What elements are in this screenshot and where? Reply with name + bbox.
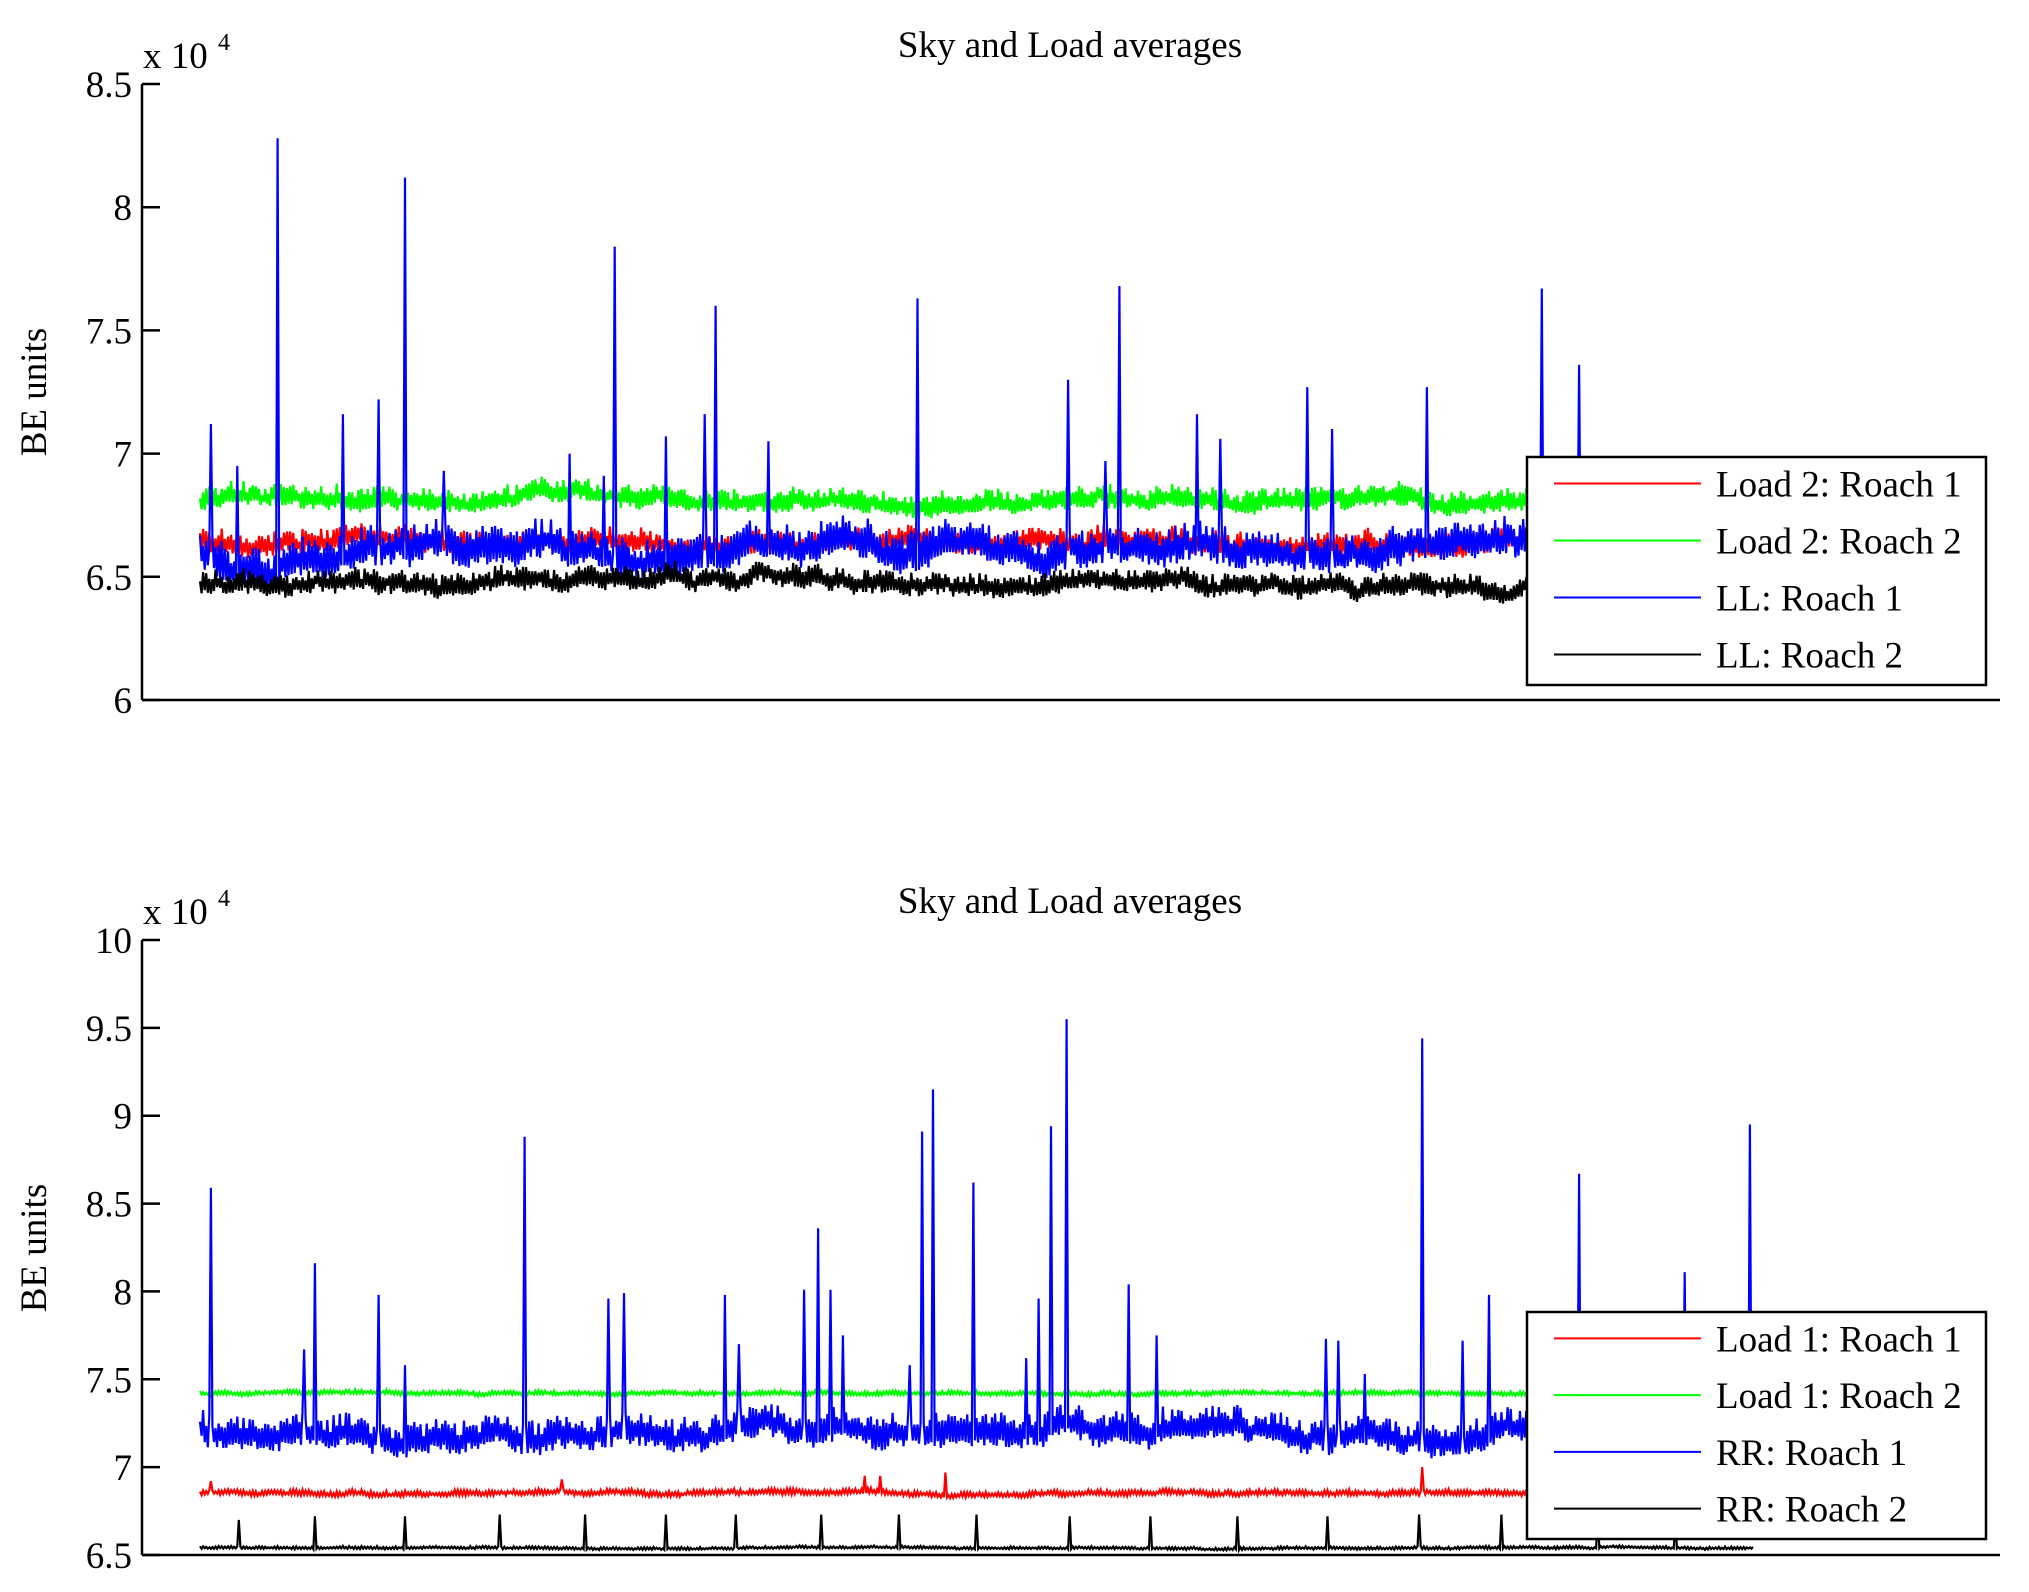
legend: Load 1: Roach 1 Load 1: Roach 2 RR: Roach …: [1525, 1310, 1988, 1541]
series-layer: [198, 138, 1755, 604]
y-tick-label: 6.5: [86, 1536, 132, 1577]
subplot-title: Sky and Load averages: [898, 881, 1242, 922]
subplot-bottom: Sky and Load averages BE units x 10 4 6.…: [14, 881, 2000, 1577]
y-multiplier-base: x 10: [143, 892, 208, 933]
y-multiplier-exponent: 4: [218, 30, 230, 56]
legend-label: Load 2: Roach 1: [1716, 465, 1962, 506]
legend-item: Load 1: Roach 2: [1554, 1376, 1962, 1417]
y-multiplier: x 10 4: [143, 886, 230, 933]
series-line-ll-roach-1: [198, 138, 1755, 592]
series-line-rr-roach-1: [198, 1019, 1755, 1459]
y-tick-label: 6.5: [86, 558, 132, 599]
legend-item: Load 2: Roach 1: [1554, 465, 1962, 506]
legend-box: [1525, 455, 1988, 687]
series-line-load-1-roach-2: [199, 1386, 1754, 1400]
y-tick-label: 7.5: [86, 311, 132, 352]
y-tick-label: 6: [114, 681, 133, 722]
legend-label: LL: Roach 2: [1716, 636, 1903, 677]
y-tick-label: 8.5: [86, 65, 132, 106]
legend-item: LL: Roach 1: [1554, 579, 1903, 620]
legend-label: LL: Roach 1: [1716, 579, 1903, 620]
y-tick-label: 10: [95, 921, 132, 962]
axes: [140, 84, 2000, 702]
legend-label: Load 1: Roach 2: [1716, 1376, 1962, 1417]
legend-label: RR: Roach 1: [1716, 1433, 1907, 1474]
legend-label: RR: Roach 2: [1716, 1490, 1907, 1531]
legend-item: RR: Roach 2: [1554, 1490, 1907, 1531]
series-line-load-1-roach-1: [199, 1467, 1755, 1502]
y-ticks: 6.5 7 7.5 8 8.5 9 9.5 10: [86, 921, 160, 1577]
legend-item: RR: Roach 1: [1554, 1433, 1907, 1474]
y-tick-label: 8: [114, 1272, 133, 1313]
y-tick-label: 8.5: [86, 1185, 132, 1226]
legend-item: LL: Roach 2: [1554, 636, 1903, 677]
y-tick-label: 7.5: [86, 1360, 132, 1401]
y-tick-label: 7: [114, 1448, 133, 1489]
y-tick-label: 9.5: [86, 1009, 132, 1050]
y-tick-label: 7: [114, 435, 133, 476]
legend-label: Load 2: Roach 2: [1716, 522, 1962, 563]
axes: [140, 940, 2000, 1557]
y-tick-label: 8: [114, 188, 133, 229]
legend-label: Load 1: Roach 1: [1716, 1319, 1962, 1360]
series-line-load-2-roach-2: [198, 476, 1755, 520]
legend-item: Load 2: Roach 2: [1554, 522, 1962, 563]
legend: Load 2: Roach 1 Load 2: Roach 2 LL: Roach …: [1525, 455, 1988, 687]
y-axis-label: BE units: [14, 1184, 55, 1313]
series-line-ll-roach-2: [198, 560, 1755, 604]
subplot-top: Sky and Load averages BE units x 10 4 66…: [14, 25, 2000, 722]
y-tick-label: 9: [114, 1097, 133, 1138]
y-multiplier-exponent: 4: [218, 886, 230, 912]
series-line-rr-roach-2: [199, 1514, 1754, 1554]
legend-box: [1525, 1310, 1988, 1541]
y-axis-label: BE units: [14, 328, 55, 457]
series-layer: [198, 1019, 1755, 1554]
y-multiplier: x 10 4: [143, 30, 230, 77]
legend-item: Load 1: Roach 1: [1554, 1319, 1962, 1360]
subplot-title: Sky and Load averages: [898, 25, 1242, 66]
y-multiplier-base: x 10: [143, 36, 208, 77]
y-ticks: 6 6.5 7 7.5 8 8.5: [86, 65, 160, 722]
